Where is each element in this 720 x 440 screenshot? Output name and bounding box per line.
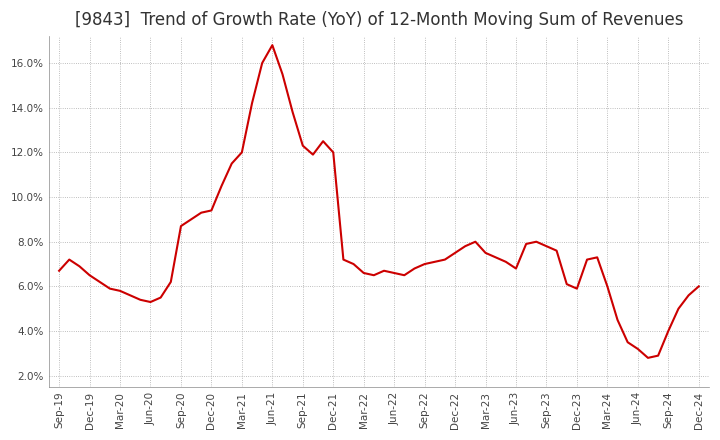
Title: [9843]  Trend of Growth Rate (YoY) of 12-Month Moving Sum of Revenues: [9843] Trend of Growth Rate (YoY) of 12-… (75, 11, 683, 29)
